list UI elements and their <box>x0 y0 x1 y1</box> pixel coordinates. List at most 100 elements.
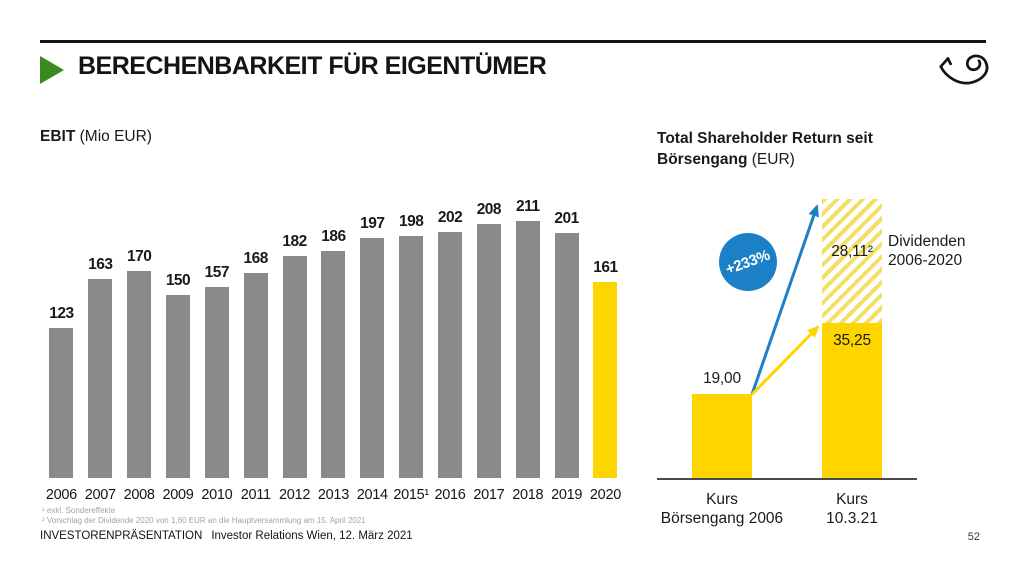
tsr-x-label-2006-line2: Börsengang 2006 <box>660 510 784 527</box>
ebit-bar <box>399 236 424 478</box>
ebit-bar-group: 123 <box>42 305 81 478</box>
tsr-percent-badge-label: +233% <box>723 246 773 278</box>
ebit-bar-group: 157 <box>197 263 236 478</box>
ebit-bar-group: 161 <box>586 259 625 478</box>
ebit-bar <box>321 251 346 478</box>
ebit-bar <box>127 270 152 478</box>
ebit-bar <box>166 295 190 478</box>
ebit-bar <box>243 273 268 478</box>
tsr-dividends-note-line1: Dividenden <box>888 233 966 250</box>
ebit-year-label: 2007 <box>84 487 116 503</box>
ebit-bar <box>554 232 579 478</box>
ebit-year-label: 2012 <box>279 487 311 503</box>
footer-text: INVESTORENPRÄSENTATION Investor Relations… <box>40 530 413 542</box>
tsr-chart-title: Total Shareholder Return seit Börsengang… <box>657 128 947 170</box>
ebit-year-label: 2016 <box>434 487 466 503</box>
ebit-bar-group: 202 <box>431 209 470 478</box>
ebit-bar-group: 201 <box>547 210 586 478</box>
ebit-bar-group: 163 <box>81 256 120 478</box>
footnote-1: ¹ exkl. Sondereffekte <box>42 506 116 515</box>
tsr-x-label-current-line1: Kurs <box>836 491 868 508</box>
ebit-bar-value: 163 <box>88 256 113 274</box>
ebit-bar <box>593 281 618 478</box>
tsr-price-2006-label: 19,00 <box>703 370 741 388</box>
tsr-axis-line <box>657 478 917 480</box>
ebit-year-label: 2013 <box>317 487 349 503</box>
tsr-price-arrow <box>750 325 820 396</box>
ebit-bar-group: 170 <box>120 248 159 478</box>
ebit-year-label: 2015¹ <box>393 487 429 503</box>
tsr-x-label-current: Kurs 10.3.21 <box>782 490 922 528</box>
ebit-bar-value: 161 <box>593 258 618 276</box>
ebit-bar <box>49 327 74 478</box>
tsr-dividends-value-label: 28,11² <box>831 243 873 261</box>
ebit-bar-value: 208 <box>476 201 502 219</box>
ebit-year-label: 2011 <box>240 487 271 503</box>
ebit-bar-value: 150 <box>165 272 191 289</box>
tsr-price-now-label: 35,25 <box>833 331 871 349</box>
ebit-bar-group: 168 <box>236 250 275 478</box>
footer-date-label: Investor Relations Wien, 12. März 2021 <box>211 530 413 542</box>
tsr-title-line1: Total Shareholder Return seit <box>657 130 873 147</box>
ebit-bar-value: 123 <box>49 304 74 322</box>
ebit-bar-value: 197 <box>360 214 385 232</box>
ebit-year-label: 2018 <box>512 487 544 503</box>
ebit-bar <box>515 220 540 478</box>
title-bullet-triangle-icon <box>40 56 64 84</box>
ebit-bar-group: 208 <box>469 201 508 478</box>
ebit-year-label: 2008 <box>123 487 155 503</box>
tsr-x-label-current-line2: 10.3.21 <box>826 510 878 527</box>
page-number: 52 <box>967 531 980 543</box>
ebit-bar-value: 157 <box>204 263 230 281</box>
ebit-bar-value: 202 <box>437 208 463 226</box>
footer-presentation-label: INVESTORENPRÄSENTATION <box>40 530 203 542</box>
ebit-chart-title: EBIT (Mio EUR) <box>40 128 152 146</box>
ebit-bar-value: 211 <box>515 197 540 215</box>
ebit-bar-group: 182 <box>275 233 314 478</box>
ebit-year-label: 2017 <box>473 487 505 503</box>
ebit-bar-value: 201 <box>554 209 579 227</box>
footnote-2: ² Vorschlag der Dividende 2020 von 1,60 … <box>42 516 366 525</box>
header-rule <box>40 40 986 43</box>
ebit-bar <box>204 286 229 478</box>
ebit-bar-value: 186 <box>321 228 346 246</box>
tsr-chart: +233% 19,00 28,11² 35,25 Dividenden 2006… <box>657 190 967 530</box>
ebit-year-label: 2006 <box>45 487 77 503</box>
tsr-total-return-arrow <box>750 204 819 395</box>
ebit-bar-value: 198 <box>398 213 424 231</box>
tsr-title-line2: Börsengang <box>657 151 748 168</box>
tsr-dividends-hatched-bar <box>822 199 882 323</box>
ebit-year-label: 2014 <box>356 487 388 503</box>
ebit-bar-group: 186 <box>314 228 353 478</box>
tsr-x-label-2006: Kurs Börsengang 2006 <box>647 490 797 528</box>
tsr-percent-badge: +233% <box>719 233 777 291</box>
page-title: BERECHENBARKEIT FÜR EIGENTÜMER <box>78 52 547 80</box>
ebit-bar <box>476 224 501 478</box>
ebit-bar-group: 197 <box>353 215 392 478</box>
ebit-bar <box>88 279 113 478</box>
ebit-bar-value: 168 <box>243 250 269 267</box>
ebit-year-label: 2010 <box>201 487 233 503</box>
tsr-x-label-2006-line1: Kurs <box>706 491 738 508</box>
tsr-dividends-note: Dividenden 2006-2020 <box>888 232 966 270</box>
tsr-growth-arrows <box>750 204 820 396</box>
ebit-bar-group: 211 <box>508 198 547 478</box>
ebit-chart-title-bold: EBIT <box>40 128 76 145</box>
ebit-bar-group: 150 <box>159 272 198 478</box>
tsr-title-unit: (EUR) <box>747 151 795 168</box>
ebit-bar <box>360 237 385 478</box>
ebit-bar <box>438 231 463 478</box>
ebit-x-axis-labels: 2006 2007 2008 2009 2010 2011 2012 2013 2014 2015… <box>42 487 625 503</box>
ebit-bars-area: 123 163 170 150 157 168 182 186 197 198 202 208 211 2… <box>42 190 625 478</box>
ebit-bar <box>282 256 307 478</box>
tsr-bar-2006 <box>692 394 752 478</box>
post-horn-logo-icon <box>938 52 992 97</box>
ebit-year-label: 2019 <box>551 487 583 503</box>
ebit-bar-value: 170 <box>126 247 152 265</box>
ebit-bar-group: 198 <box>392 213 431 478</box>
ebit-bar-chart: 123 163 170 150 157 168 182 186 197 198 202 208 211 2… <box>42 190 625 503</box>
tsr-bar-current <box>822 322 882 478</box>
ebit-chart-title-unit: (Mio EUR) <box>75 128 152 145</box>
ebit-bar-value: 182 <box>282 233 307 250</box>
